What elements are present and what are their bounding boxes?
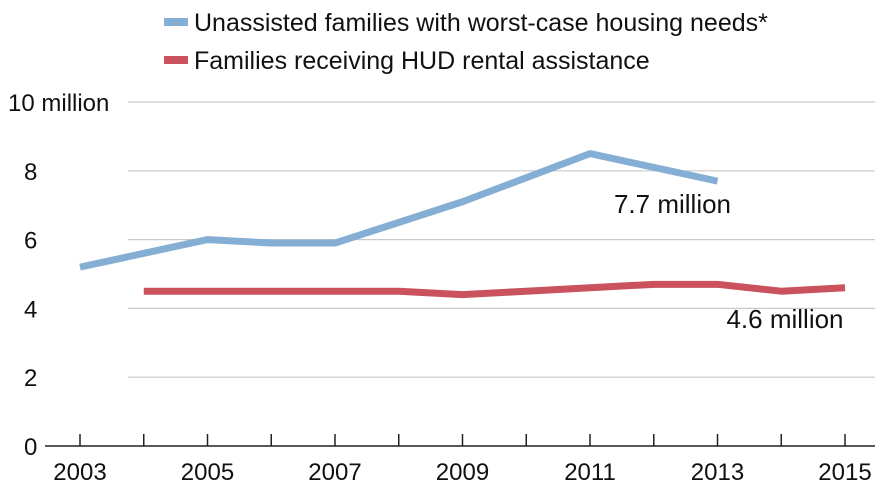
y-tick-label: 6 xyxy=(24,228,37,255)
x-tick-label: 2007 xyxy=(308,459,361,486)
x-tick-label: 2011 xyxy=(564,459,616,486)
y-tick-label: 2 xyxy=(24,365,37,392)
data-labels: 7.7 million 4.6 million xyxy=(614,189,844,334)
y-tick-label: 8 xyxy=(24,159,37,186)
legend-label: Unassisted families with worst-case hous… xyxy=(194,9,768,37)
x-tick-label: 2009 xyxy=(436,459,489,486)
series-lines xyxy=(79,150,846,299)
end-value-label: 4.6 million xyxy=(726,304,843,334)
legend-label: Families receiving HUD rental assistance xyxy=(194,47,650,75)
legend-swatch xyxy=(164,18,188,26)
x-tick-label: 2015 xyxy=(818,459,871,486)
y-axis: 0 2 4 6 8 10 million xyxy=(8,90,109,461)
series-line-2 xyxy=(143,280,846,299)
end-value-label: 7.7 million xyxy=(614,189,731,219)
x-tick-label: 2013 xyxy=(691,459,744,486)
x-tick-label: 2003 xyxy=(53,459,106,486)
legend: Unassisted families with worst-case hous… xyxy=(164,9,768,75)
x-tick-label: 2005 xyxy=(181,459,234,486)
x-axis: 2003 2005 2007 2009 2011 2013 2015 xyxy=(45,434,875,486)
y-tick-label: 0 xyxy=(24,434,37,461)
y-tick-label: 4 xyxy=(24,296,37,323)
y-tick-label: 10 million xyxy=(8,90,109,117)
legend-swatch xyxy=(164,56,188,64)
series-line-1 xyxy=(79,150,719,271)
